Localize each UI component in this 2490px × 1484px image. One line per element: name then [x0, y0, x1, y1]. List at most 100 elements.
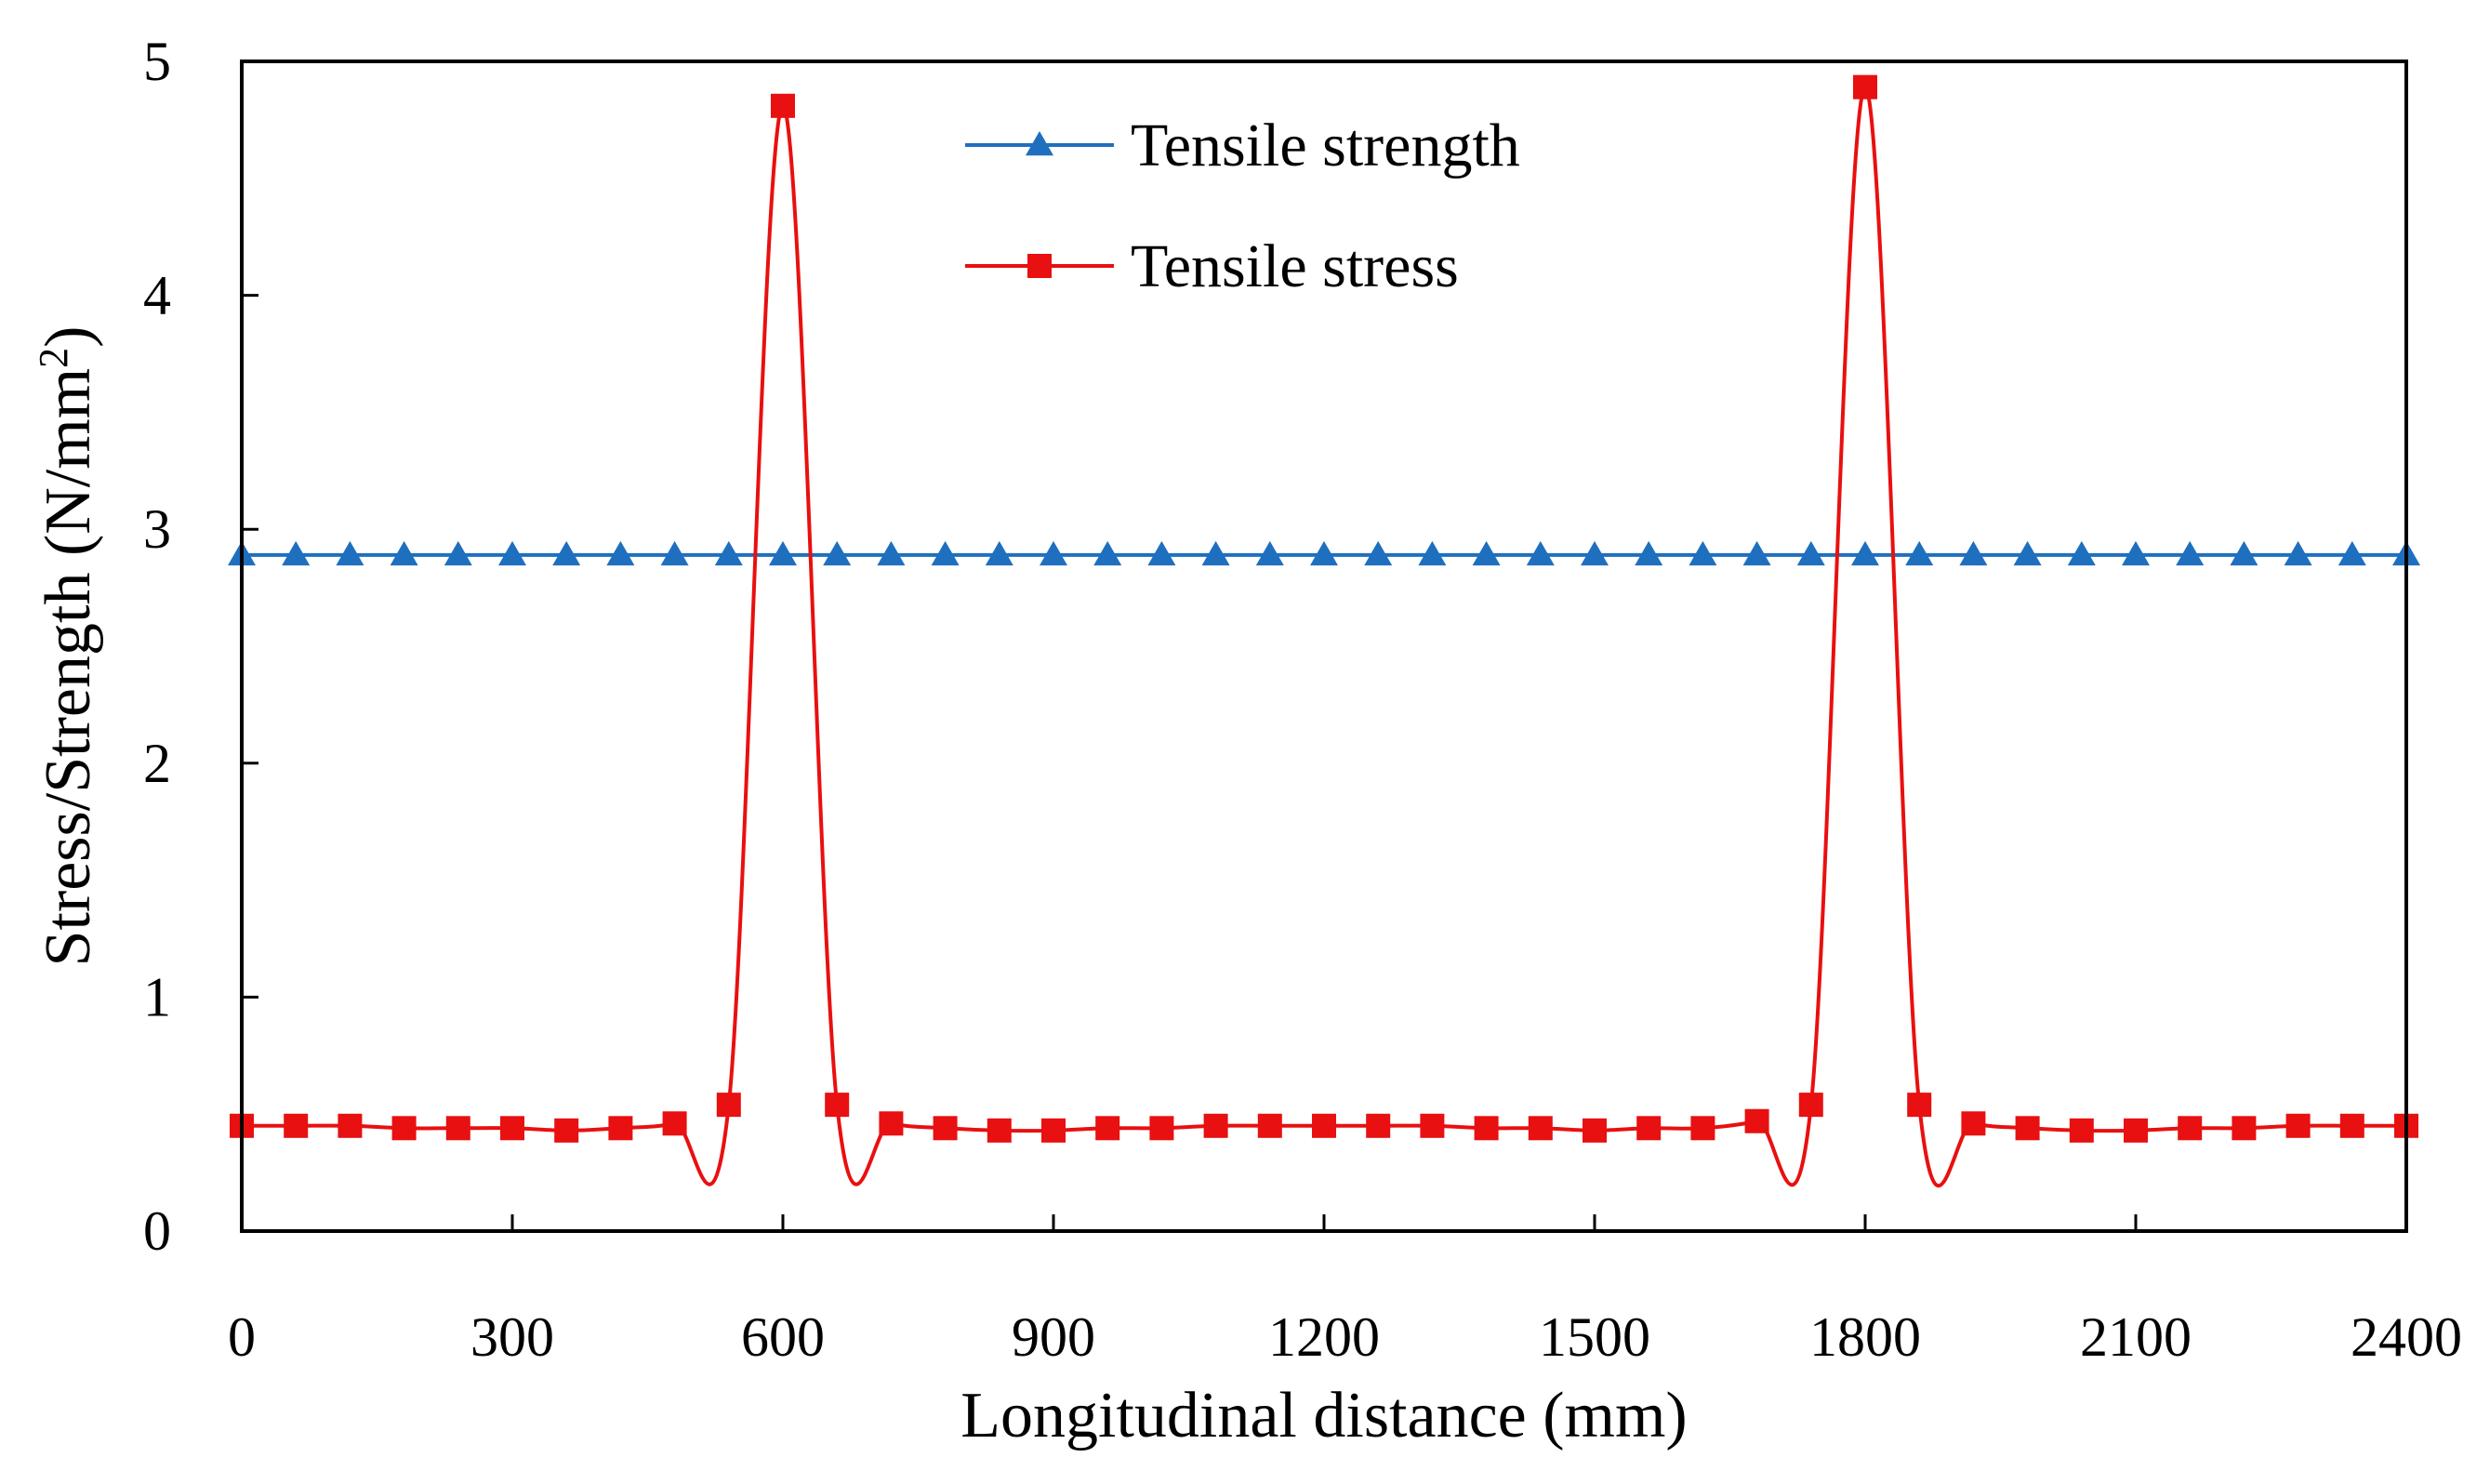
series-1-point-39	[2339, 1113, 2364, 1138]
series-0-point-16	[1093, 540, 1122, 566]
legend-marker-0	[1026, 131, 1053, 156]
series-1-point-4	[445, 1116, 470, 1141]
series-1-point-17	[1149, 1116, 1174, 1141]
series-1-point-25	[1583, 1118, 1607, 1143]
series-0-point-17	[1147, 540, 1176, 566]
x-tick-label-300: 300	[470, 1306, 554, 1368]
series-1	[230, 74, 2418, 1188]
series-1-point-11	[825, 1093, 850, 1118]
series-0-point-2	[336, 540, 364, 566]
x-tick-label-600: 600	[741, 1306, 825, 1368]
series-1-point-26	[1636, 1116, 1662, 1141]
series-1-point-38	[2285, 1113, 2311, 1138]
series-1-point-5	[500, 1116, 524, 1141]
series-0-point-39	[2338, 540, 2366, 566]
series-0-point-13	[931, 540, 960, 566]
series-0-point-27	[1689, 540, 1717, 566]
legend-label-1: Tensile stress	[1131, 232, 1459, 300]
series-0-point-28	[1742, 540, 1771, 566]
series-0-point-9	[714, 540, 743, 566]
series-1-point-16	[1095, 1116, 1120, 1141]
series-1-point-15	[1041, 1118, 1066, 1143]
series-0-point-21	[1364, 540, 1393, 566]
series-1-point-1	[284, 1113, 309, 1138]
x-tick-label-2400: 2400	[2351, 1306, 2462, 1368]
series-1-point-18	[1203, 1113, 1228, 1138]
series-1-point-23	[1474, 1116, 1499, 1141]
x-tick-label-0: 0	[228, 1306, 256, 1368]
series-0-point-24	[1526, 540, 1555, 566]
series-1-point-33	[2015, 1116, 2040, 1141]
series-1-point-10	[771, 93, 795, 118]
series-1-point-35	[2124, 1118, 2148, 1143]
series-0-point-35	[2122, 540, 2150, 566]
series-0-point-18	[1201, 540, 1230, 566]
series-0-point-25	[1581, 540, 1609, 566]
series-0-point-36	[2176, 540, 2205, 566]
series-layer	[228, 74, 2420, 1188]
series-0-point-34	[2067, 540, 2096, 566]
series-0-point-19	[1255, 540, 1284, 566]
series-1-point-2	[338, 1113, 363, 1138]
series-0-point-15	[1040, 540, 1067, 566]
series-1-point-31	[1907, 1093, 1932, 1118]
series-1-point-20	[1312, 1113, 1336, 1138]
series-1-point-19	[1257, 1113, 1282, 1138]
series-0-point-23	[1472, 540, 1501, 566]
series-1-point-29	[1798, 1093, 1823, 1118]
x-axis-title: Longitudinal distance (mm)	[960, 1380, 1687, 1451]
series-1-point-22	[1420, 1113, 1445, 1138]
series-1-point-8	[662, 1111, 687, 1136]
series-1-point-37	[2232, 1116, 2257, 1141]
x-tick-label-1200: 1200	[1268, 1306, 1380, 1368]
series-0-point-37	[2230, 540, 2258, 566]
series-0-point-26	[1635, 540, 1663, 566]
series-1-point-28	[1744, 1108, 1769, 1133]
series-1-point-30	[1853, 74, 1877, 99]
series-0-point-8	[660, 540, 689, 566]
series-1-point-14	[987, 1118, 1012, 1143]
series-1-point-9	[716, 1093, 741, 1118]
series-0-point-11	[823, 540, 852, 566]
legend-marker-1	[1027, 254, 1052, 278]
series-0-point-3	[390, 540, 418, 566]
legend: Tensile strength Tensile stress	[965, 112, 1520, 300]
tick-labels-layer: 0 300 600 900 1200 1500 1800 2100 2400 0 1 2 3 4 5	[143, 31, 2462, 1368]
series-0-point-22	[1418, 540, 1447, 566]
ticks-layer	[240, 60, 2408, 1233]
series-0-point-14	[985, 540, 1013, 566]
y-tick-label-5: 5	[143, 31, 171, 92]
series-0-point-38	[2284, 540, 2312, 566]
series-1-point-34	[2069, 1118, 2094, 1143]
series-0-point-29	[1796, 540, 1825, 566]
series-0-point-7	[606, 540, 635, 566]
x-tick-label-900: 900	[1012, 1306, 1095, 1368]
series-0-point-1	[282, 540, 311, 566]
series-1-point-6	[554, 1118, 579, 1143]
y-axis-title-superscript: 2	[31, 348, 76, 368]
series-0-point-6	[552, 540, 581, 566]
y-axis-title-main: Stress/Strength (N/mm	[33, 368, 104, 967]
series-1-point-32	[1961, 1111, 1986, 1136]
x-tick-label-2100: 2100	[2080, 1306, 2192, 1368]
series-1-point-13	[933, 1116, 958, 1141]
series-0-point-20	[1310, 540, 1338, 566]
series-1-point-24	[1528, 1116, 1553, 1141]
legend-label-0: Tensile strength	[1131, 112, 1520, 179]
series-1-point-21	[1366, 1113, 1391, 1138]
series-1-point-7	[608, 1116, 633, 1141]
y-tick-label-0: 0	[143, 1200, 171, 1262]
series-0-point-31	[1905, 540, 1934, 566]
series-1-point-27	[1690, 1116, 1715, 1141]
y-axis-title-close: )	[33, 326, 104, 348]
series-0-point-10	[769, 540, 797, 566]
y-tick-label-2: 2	[143, 733, 171, 794]
x-tick-label-1500: 1500	[1539, 1306, 1650, 1368]
series-0-point-32	[1959, 540, 1988, 566]
series-0-point-5	[498, 540, 526, 566]
series-1-point-36	[2178, 1116, 2203, 1141]
x-tick-label-1800: 1800	[1809, 1306, 1921, 1368]
y-tick-label-3: 3	[143, 498, 171, 560]
y-tick-label-1: 1	[143, 966, 171, 1027]
